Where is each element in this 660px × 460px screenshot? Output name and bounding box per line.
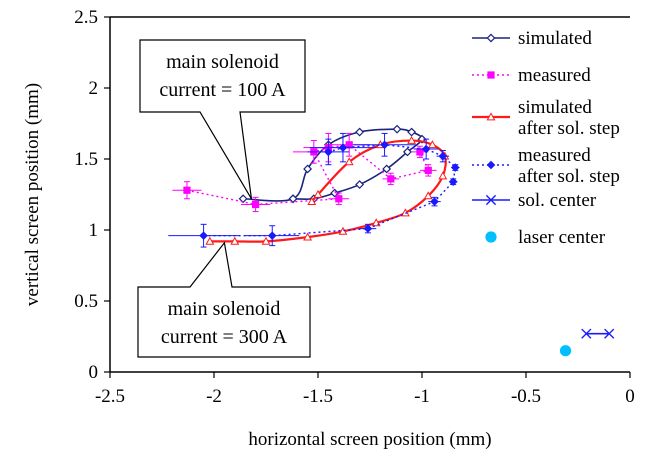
- callout-line1: main solenoid: [168, 298, 281, 320]
- x-tick-label: -1.5: [303, 386, 333, 407]
- data-point: [330, 188, 340, 198]
- data-point: [313, 189, 323, 198]
- y-axis-label: vertical screen position (mm): [22, 83, 43, 306]
- data-point: [199, 231, 208, 240]
- y-tick-label: 1.5: [74, 149, 98, 170]
- callout-line2: current = 100 A: [159, 79, 286, 101]
- data-point: [183, 186, 191, 194]
- series-simulated: [238, 124, 427, 204]
- data-point: [338, 226, 348, 235]
- y-tick-label: 0: [89, 362, 99, 383]
- data-point: [335, 195, 343, 203]
- data-point: [487, 71, 495, 79]
- data-point: [438, 151, 448, 161]
- legend-label: simulated: [518, 97, 592, 118]
- data-point: [604, 328, 615, 339]
- data-point: [267, 231, 277, 240]
- data-point: [485, 194, 497, 206]
- data-point: [261, 236, 271, 245]
- series-laser-center: [559, 345, 572, 357]
- data-point: [485, 231, 497, 243]
- legend-label: laser center: [518, 227, 606, 248]
- data-point: [382, 164, 392, 174]
- data-point: [486, 112, 496, 121]
- legend-item: sol. center: [472, 190, 597, 211]
- data-point: [402, 147, 412, 157]
- data-point: [252, 200, 260, 209]
- data-point: [205, 236, 215, 245]
- legend-label: after sol. step: [518, 118, 620, 139]
- data-point: [430, 197, 439, 206]
- axis-ticks: -2.5 -2 -1.5 -1 -0.5 0 0 0.5 1 1.5 2 2.5: [74, 7, 635, 407]
- legend-label: simulated: [518, 28, 592, 49]
- x-tick-label: -0.5: [511, 386, 541, 407]
- data-point: [324, 147, 333, 157]
- series-measured-after-sol-step: [168, 132, 460, 248]
- data-point: [387, 175, 395, 183]
- data-point: [448, 177, 458, 187]
- x-tick-label: -2: [206, 386, 222, 407]
- legend-item: simulated: [472, 28, 592, 49]
- data-point: [486, 160, 496, 170]
- series-sol-center: [581, 328, 615, 339]
- data-point: [450, 163, 460, 172]
- data-point: [486, 33, 496, 43]
- callout-box: [137, 241, 311, 358]
- legend-label: sol. center: [518, 190, 597, 211]
- data-point: [559, 345, 572, 357]
- data-point: [355, 127, 365, 137]
- data-point: [392, 124, 402, 134]
- callout-line1: main solenoid: [166, 51, 279, 73]
- y-tick-label: 1: [89, 220, 99, 241]
- data-point: [238, 194, 248, 204]
- data-point: [303, 164, 313, 174]
- data-point: [407, 127, 417, 137]
- y-tick-label: 2: [89, 78, 99, 99]
- data-point: [407, 135, 417, 144]
- callout-300A: main solenoid current = 300 A: [137, 241, 311, 358]
- data-point: [230, 236, 240, 245]
- data-point: [423, 191, 433, 200]
- data-point: [355, 180, 365, 190]
- series-line: [186, 144, 430, 206]
- callout-100A: main solenoid current = 100 A: [139, 39, 306, 200]
- data-point: [303, 232, 313, 241]
- data-point: [288, 194, 298, 204]
- data-point: [581, 328, 592, 339]
- data-point: [380, 140, 389, 150]
- x-tick-label: -1: [414, 386, 430, 407]
- callout-box: [139, 39, 306, 200]
- series-line: [243, 128, 423, 202]
- x-axis-label: horizontal screen position (mm): [248, 429, 491, 450]
- data-point: [416, 148, 424, 156]
- legend-item: laser center: [485, 227, 606, 248]
- legend-item: measured: [472, 65, 591, 86]
- plot-frame: [109, 16, 630, 373]
- data-point: [427, 140, 437, 149]
- series-line: [209, 139, 447, 243]
- legend-label: measured: [518, 145, 591, 166]
- data-point: [307, 196, 317, 205]
- data-point: [438, 171, 448, 180]
- data-point: [421, 144, 431, 154]
- data-point: [338, 143, 348, 152]
- data-point: [344, 157, 354, 166]
- series-layer: [168, 124, 615, 357]
- data-point: [424, 166, 432, 174]
- y-tick-label: 2.5: [74, 7, 98, 28]
- callout-line2: current = 300 A: [161, 326, 288, 348]
- x-tick-label: 0: [625, 386, 635, 407]
- data-point: [345, 141, 353, 149]
- y-tick-label: 0.5: [74, 291, 98, 312]
- legend-label: measured: [518, 65, 591, 86]
- data-point: [363, 224, 373, 233]
- legend-label: after sol. step: [518, 166, 620, 187]
- x-tick-label: -2.5: [95, 386, 125, 407]
